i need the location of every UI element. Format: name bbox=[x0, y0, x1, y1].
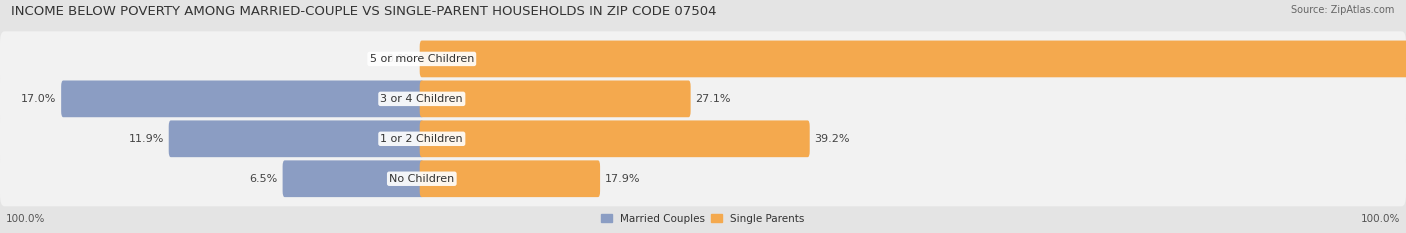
Text: 5 or more Children: 5 or more Children bbox=[370, 54, 474, 64]
Text: 100.0%: 100.0% bbox=[1361, 214, 1400, 224]
Text: 17.0%: 17.0% bbox=[21, 94, 56, 104]
Text: 6.5%: 6.5% bbox=[249, 174, 278, 184]
FancyBboxPatch shape bbox=[0, 111, 1406, 166]
Text: 11.9%: 11.9% bbox=[128, 134, 163, 144]
Text: 0.0%: 0.0% bbox=[387, 54, 415, 64]
Legend: Married Couples, Single Parents: Married Couples, Single Parents bbox=[598, 209, 808, 228]
Text: Source: ZipAtlas.com: Source: ZipAtlas.com bbox=[1291, 5, 1395, 15]
FancyBboxPatch shape bbox=[0, 31, 1406, 86]
FancyBboxPatch shape bbox=[420, 160, 600, 197]
Text: 100.0%: 100.0% bbox=[6, 214, 45, 224]
FancyBboxPatch shape bbox=[420, 41, 1406, 77]
Text: 17.9%: 17.9% bbox=[605, 174, 641, 184]
Text: 27.1%: 27.1% bbox=[696, 94, 731, 104]
Text: 1 or 2 Children: 1 or 2 Children bbox=[381, 134, 463, 144]
Text: INCOME BELOW POVERTY AMONG MARRIED-COUPLE VS SINGLE-PARENT HOUSEHOLDS IN ZIP COD: INCOME BELOW POVERTY AMONG MARRIED-COUPL… bbox=[11, 5, 717, 18]
Text: No Children: No Children bbox=[389, 174, 454, 184]
Text: 3 or 4 Children: 3 or 4 Children bbox=[381, 94, 463, 104]
FancyBboxPatch shape bbox=[0, 151, 1406, 206]
FancyBboxPatch shape bbox=[420, 120, 810, 157]
FancyBboxPatch shape bbox=[283, 160, 425, 197]
FancyBboxPatch shape bbox=[420, 80, 690, 117]
Text: 39.2%: 39.2% bbox=[814, 134, 851, 144]
FancyBboxPatch shape bbox=[62, 80, 425, 117]
FancyBboxPatch shape bbox=[169, 120, 425, 157]
FancyBboxPatch shape bbox=[0, 71, 1406, 127]
